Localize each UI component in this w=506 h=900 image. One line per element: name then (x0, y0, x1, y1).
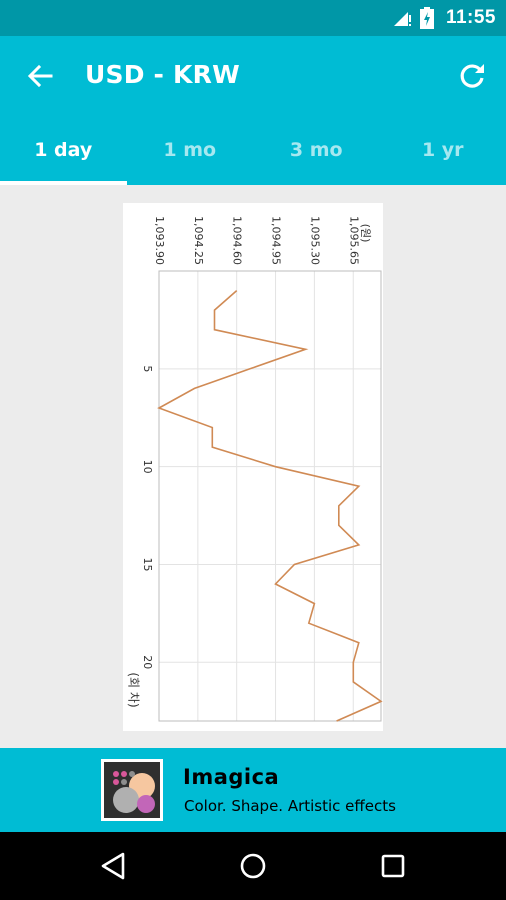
triangle-back-icon (101, 852, 125, 880)
refresh-icon (460, 64, 484, 88)
x-axis-label: (회 차) (127, 672, 141, 707)
ad-tagline: Color. Shape. Artistic effects (184, 797, 396, 815)
arrow-left-icon (27, 64, 53, 88)
ad-app-name[interactable]: Imagica (183, 765, 280, 789)
tab-3-mo[interactable]: 3 mo (253, 116, 380, 185)
nav-home-button[interactable] (233, 846, 273, 886)
grid-horizontal (159, 368, 381, 663)
tab-1-mo[interactable]: 1 mo (127, 116, 254, 185)
x-tick-label: 5 (141, 365, 154, 372)
app-bar: USD - KRW (0, 36, 506, 116)
x-tick-label: 15 (141, 557, 154, 571)
grid-vertical (197, 271, 354, 721)
series-line (157, 289, 383, 722)
period-tabs: 1 day 1 mo 3 mo 1 yr (0, 116, 506, 185)
x-tick-labels: 5 10 15 20 (141, 365, 154, 669)
y-tick-label: 1,094.25 (192, 216, 205, 265)
navigation-bar (0, 832, 506, 900)
exchange-rate-chart: 1,093.90 1,094.25 1,094.60 1,094.95 1,095.30… (123, 203, 383, 731)
nav-recents-button[interactable] (373, 846, 413, 886)
plot-frame (158, 270, 382, 722)
status-bar: 11:55 (0, 0, 506, 36)
x-tick-label: 10 (141, 460, 154, 474)
tab-1-yr[interactable]: 1 yr (380, 116, 506, 185)
chart-svg: 1,093.90 1,094.25 1,094.60 1,094.95 1,095.30… (127, 216, 383, 722)
tab-label: 1 day (34, 139, 93, 161)
y-tick-label: 1,094.60 (231, 216, 244, 265)
circle-home-icon (240, 853, 266, 879)
y-tick-label: 1,095.65 (347, 216, 360, 265)
x-tick-label: 20 (141, 655, 154, 669)
ad-app-icon[interactable] (101, 759, 163, 821)
imagica-logo-icon (104, 762, 160, 818)
back-button[interactable] (22, 58, 58, 94)
tab-label: 3 mo (289, 139, 343, 161)
y-tick-label: 1,094.95 (270, 216, 283, 265)
status-icons: 11:55 (392, 0, 496, 36)
nav-back-button[interactable] (93, 846, 133, 886)
square-recents-icon (381, 854, 405, 878)
page-title: USD - KRW (85, 60, 240, 89)
tab-label: 1 mo (163, 139, 217, 161)
y-tick-labels: 1,093.90 1,094.25 1,094.60 1,094.95 1,095.30… (153, 216, 360, 265)
y-tick-label: 1,093.90 (153, 216, 166, 265)
tab-1-day[interactable]: 1 day (0, 116, 127, 185)
refresh-button[interactable] (454, 58, 490, 94)
y-axis-label: (원) (359, 224, 372, 243)
tab-label: 1 yr (421, 139, 464, 161)
y-tick-label: 1,095.30 (308, 216, 321, 265)
battery-icon (419, 7, 434, 29)
status-time: 11:55 (445, 7, 496, 28)
ad-banner[interactable] (0, 748, 506, 832)
signal-icon (393, 12, 411, 26)
